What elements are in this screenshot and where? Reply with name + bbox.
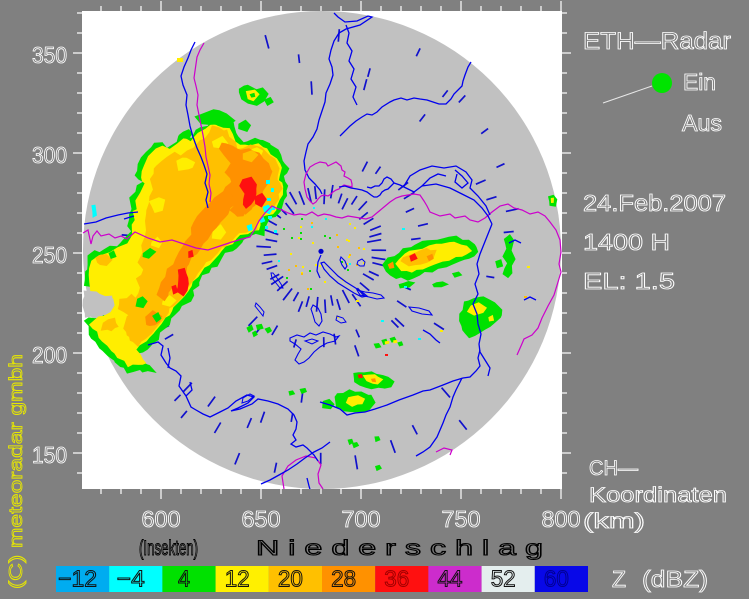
svg-text:1400 H: 1400 H <box>583 229 670 255</box>
svg-text:Koordinaten: Koordinaten <box>589 484 727 507</box>
svg-text:CH—: CH— <box>589 457 638 480</box>
svg-text:(km): (km) <box>583 510 645 533</box>
svg-text:200: 200 <box>32 342 67 368</box>
svg-text:−4: −4 <box>117 566 145 592</box>
svg-text:24.Feb.2007: 24.Feb.2007 <box>583 190 726 216</box>
svg-text:20: 20 <box>278 566 303 592</box>
svg-text:12: 12 <box>225 566 250 592</box>
svg-text:800: 800 <box>542 506 581 532</box>
svg-text:750: 750 <box>442 506 481 532</box>
svg-text:Z: Z <box>612 566 626 592</box>
svg-text:60: 60 <box>544 566 569 592</box>
svg-text:28: 28 <box>331 566 356 592</box>
svg-text:N i e d e r s c h l a g: N i e d e r s c h l a g <box>256 537 543 560</box>
svg-text:EL: 1.5: EL: 1.5 <box>583 268 675 294</box>
svg-text:−12: −12 <box>58 566 97 592</box>
svg-text:(C) meteoradar gmbh: (C) meteoradar gmbh <box>6 354 26 589</box>
svg-text:700: 700 <box>342 506 381 532</box>
svg-text:44: 44 <box>438 566 463 592</box>
svg-text:Ein: Ein <box>683 69 716 95</box>
svg-text:Aus: Aus <box>682 110 722 136</box>
svg-text:150: 150 <box>32 442 67 468</box>
svg-text:52: 52 <box>491 566 516 592</box>
svg-text:600: 600 <box>142 506 181 532</box>
svg-text:350: 350 <box>32 42 67 68</box>
svg-text:ETH—Radar: ETH—Radar <box>583 28 731 55</box>
svg-text:36: 36 <box>384 566 409 592</box>
svg-text:4: 4 <box>178 566 190 592</box>
svg-text:(Insekten): (Insekten) <box>139 537 198 560</box>
svg-text:300: 300 <box>32 142 67 168</box>
svg-text:(dBZ): (dBZ) <box>642 566 708 592</box>
svg-text:250: 250 <box>32 242 67 268</box>
svg-text:650: 650 <box>242 506 281 532</box>
